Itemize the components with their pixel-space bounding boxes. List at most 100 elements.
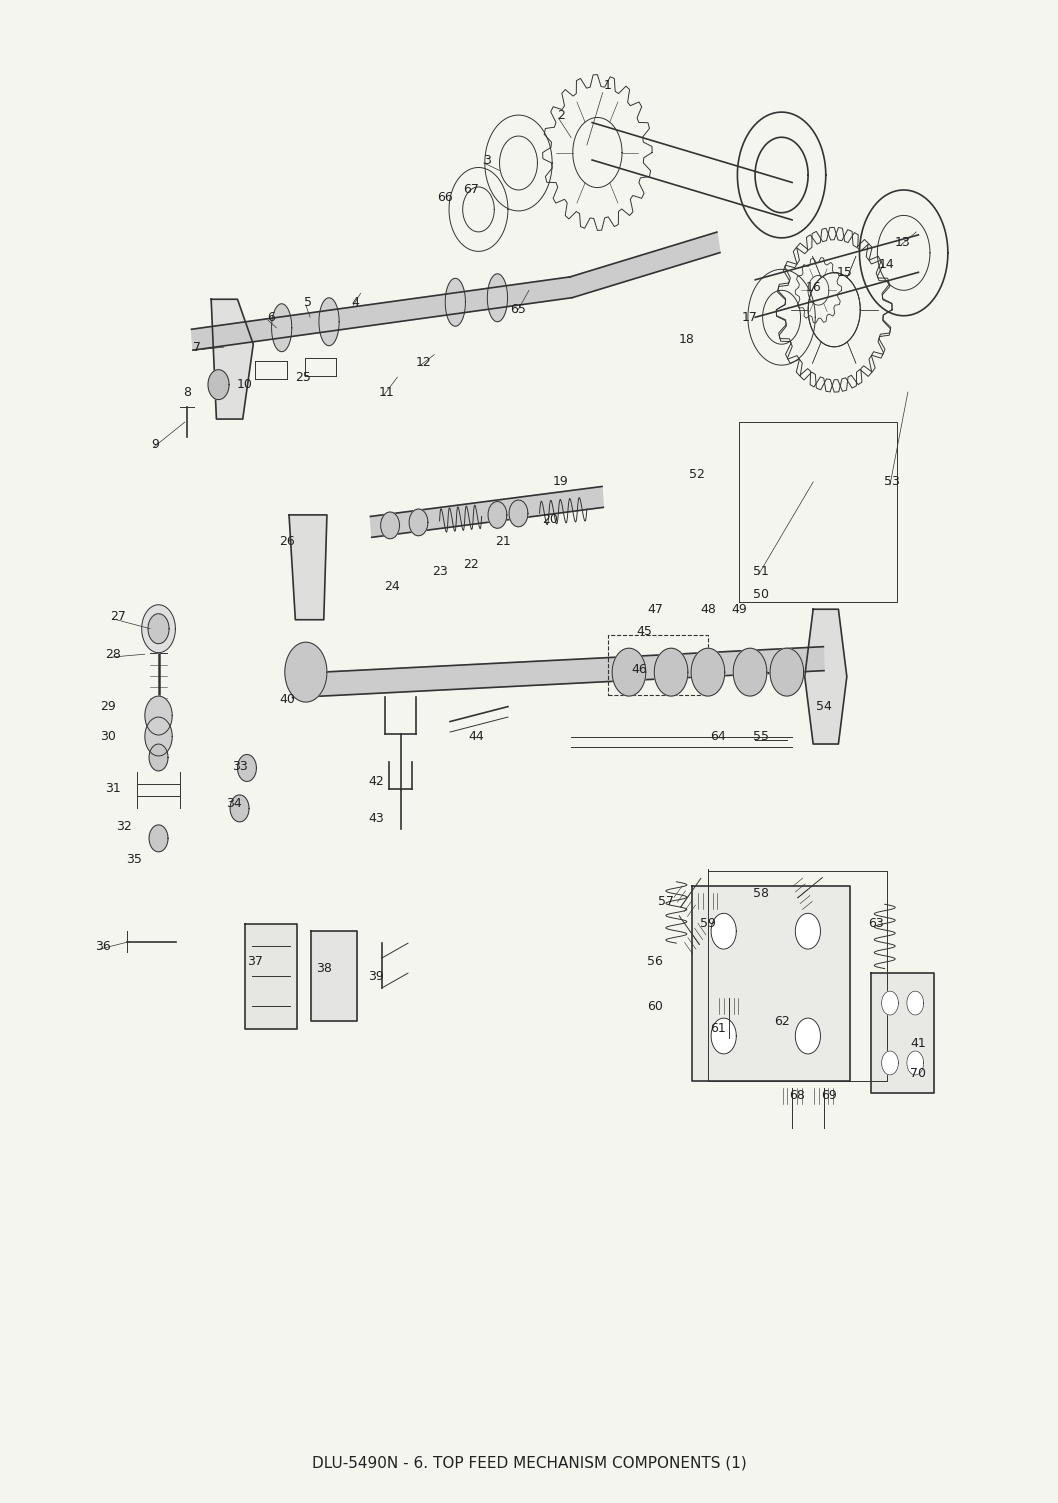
Text: 8: 8 xyxy=(183,386,190,398)
Polygon shape xyxy=(691,648,725,696)
Polygon shape xyxy=(149,825,168,852)
Text: 46: 46 xyxy=(632,663,647,676)
Text: 54: 54 xyxy=(816,700,832,712)
Text: 47: 47 xyxy=(647,603,663,616)
Polygon shape xyxy=(770,648,804,696)
Text: 24: 24 xyxy=(384,580,400,594)
Polygon shape xyxy=(231,795,249,822)
Polygon shape xyxy=(907,990,924,1015)
Text: 26: 26 xyxy=(279,535,295,549)
Text: 48: 48 xyxy=(700,603,716,616)
Polygon shape xyxy=(733,648,767,696)
Polygon shape xyxy=(692,887,850,1081)
Text: 38: 38 xyxy=(316,962,332,975)
Polygon shape xyxy=(488,274,508,322)
Polygon shape xyxy=(285,642,327,702)
Text: 56: 56 xyxy=(647,954,663,968)
Text: 13: 13 xyxy=(895,236,911,249)
Text: 58: 58 xyxy=(752,887,768,900)
Text: 4: 4 xyxy=(351,296,360,308)
Polygon shape xyxy=(318,298,340,346)
Text: 55: 55 xyxy=(752,730,768,742)
Text: 32: 32 xyxy=(116,819,131,833)
Text: 68: 68 xyxy=(789,1090,805,1102)
Polygon shape xyxy=(145,717,172,756)
Text: 69: 69 xyxy=(821,1090,837,1102)
Text: 2: 2 xyxy=(557,108,565,122)
Polygon shape xyxy=(871,972,934,1093)
Polygon shape xyxy=(292,646,824,697)
Polygon shape xyxy=(796,1018,821,1054)
Text: 1: 1 xyxy=(604,78,612,92)
Text: 62: 62 xyxy=(773,1015,789,1028)
Text: 9: 9 xyxy=(151,437,160,451)
Polygon shape xyxy=(711,914,736,948)
Text: 42: 42 xyxy=(368,776,384,788)
Text: 3: 3 xyxy=(482,153,491,167)
Text: 30: 30 xyxy=(101,730,116,742)
Polygon shape xyxy=(409,510,428,537)
Text: 20: 20 xyxy=(542,513,558,526)
Text: 21: 21 xyxy=(495,535,511,549)
Text: 27: 27 xyxy=(111,610,127,624)
Polygon shape xyxy=(244,924,297,1028)
Text: 12: 12 xyxy=(416,356,432,368)
Polygon shape xyxy=(613,648,645,696)
Text: 28: 28 xyxy=(106,648,122,661)
Text: 16: 16 xyxy=(805,281,821,293)
Polygon shape xyxy=(711,1018,736,1054)
Text: 10: 10 xyxy=(237,379,253,391)
Text: 59: 59 xyxy=(700,917,716,930)
Text: 17: 17 xyxy=(742,311,758,323)
Text: 41: 41 xyxy=(911,1037,927,1051)
Polygon shape xyxy=(272,304,292,352)
Polygon shape xyxy=(142,604,176,652)
Text: 5: 5 xyxy=(304,296,312,308)
Polygon shape xyxy=(654,648,688,696)
Polygon shape xyxy=(569,231,720,298)
Text: 37: 37 xyxy=(248,954,263,968)
Text: 22: 22 xyxy=(463,558,479,571)
Text: 66: 66 xyxy=(437,191,453,204)
Polygon shape xyxy=(370,487,603,537)
Polygon shape xyxy=(145,696,172,735)
Text: 34: 34 xyxy=(226,798,242,810)
Text: 53: 53 xyxy=(884,475,900,488)
Text: 35: 35 xyxy=(126,852,142,866)
Polygon shape xyxy=(208,370,229,400)
Text: 51: 51 xyxy=(752,565,768,579)
Text: 43: 43 xyxy=(368,813,384,825)
Polygon shape xyxy=(381,513,400,538)
Text: 23: 23 xyxy=(432,565,448,579)
Text: 7: 7 xyxy=(194,341,201,353)
Polygon shape xyxy=(509,500,528,528)
Text: 36: 36 xyxy=(95,939,111,953)
Polygon shape xyxy=(796,914,821,948)
Text: 14: 14 xyxy=(879,259,895,272)
Text: 31: 31 xyxy=(106,783,122,795)
Polygon shape xyxy=(488,502,507,529)
Polygon shape xyxy=(881,1051,898,1075)
Polygon shape xyxy=(907,1051,924,1075)
Text: 52: 52 xyxy=(690,467,706,481)
Polygon shape xyxy=(149,744,168,771)
Text: 33: 33 xyxy=(232,761,248,773)
Text: 63: 63 xyxy=(869,917,884,930)
Text: DLU-5490N - 6. TOP FEED MECHANISM COMPONENTS (1): DLU-5490N - 6. TOP FEED MECHANISM COMPON… xyxy=(312,1455,746,1470)
Polygon shape xyxy=(805,609,846,744)
Text: 6: 6 xyxy=(268,311,275,323)
Text: 40: 40 xyxy=(279,693,295,705)
Text: 11: 11 xyxy=(379,386,395,398)
Text: 15: 15 xyxy=(837,266,853,280)
Polygon shape xyxy=(289,516,327,619)
Text: 61: 61 xyxy=(711,1022,726,1036)
Text: 49: 49 xyxy=(732,603,747,616)
Text: 39: 39 xyxy=(368,969,384,983)
Polygon shape xyxy=(881,990,898,1015)
Text: 64: 64 xyxy=(711,730,726,742)
Text: 67: 67 xyxy=(463,183,479,197)
Polygon shape xyxy=(212,299,253,419)
Text: 57: 57 xyxy=(658,894,674,908)
Text: 25: 25 xyxy=(295,371,311,383)
Text: 45: 45 xyxy=(637,625,653,639)
